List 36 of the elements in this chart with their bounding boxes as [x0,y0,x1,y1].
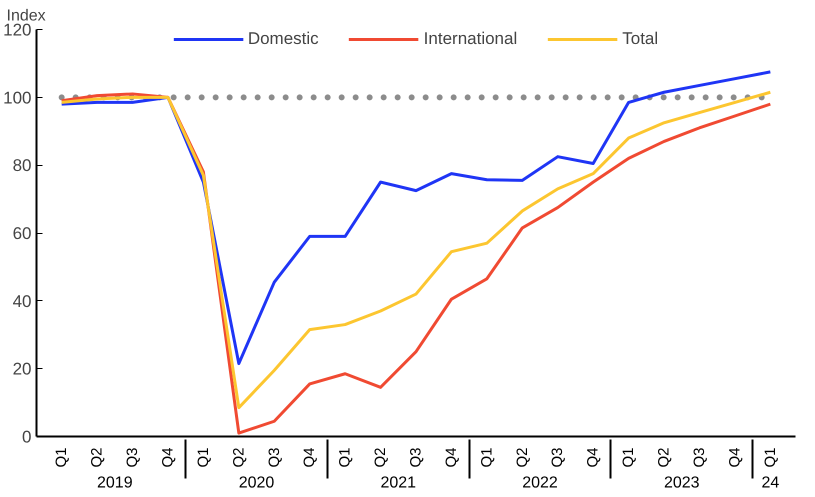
legend-label: Domestic [248,29,319,49]
x-tick-label: Q1 [194,447,212,468]
x-tick-label: Q2 [372,447,390,468]
y-tick-label: 100 [3,88,32,108]
y-tick-label: 0 [22,428,32,446]
y-tick-label: 20 [12,360,32,379]
text: 2022 [522,474,558,492]
x-tick-label: Q3 [266,447,283,468]
x-tick-label: Q1 [336,447,354,468]
x-tick-label: Q4 [726,447,744,468]
x-tick-label: Q3 [408,447,424,468]
x-tick-label: Q1 [620,447,638,468]
x-tick-label: Q4 [442,447,460,468]
x-tick-label: Q2 [656,447,673,468]
x-tick-label: Q1 [762,447,779,468]
legend-label: Total [622,29,658,49]
y-tick-label: 40 [12,292,32,311]
x-tick-label: Q4 [584,447,602,468]
x-tick-label: Q1 [53,447,70,468]
x-tick-label: Q2 [514,447,531,468]
y-tick-label: 60 [12,224,32,243]
x-tick-label: Q3 [690,447,708,468]
x-tick-label: Q1 [478,447,496,468]
y-tick-label: 80 [12,156,32,176]
text: 24 [761,474,780,492]
x-tick-label: Q4 [159,447,176,468]
x-tick-label: Q3 [549,447,566,468]
x-tick-label: Q2 [230,447,248,468]
text: 2023 [664,474,700,492]
text: 2021 [380,474,416,492]
x-tick-label: Q3 [124,447,142,468]
text: 2019 [97,474,133,492]
x-tick-label: Q2 [88,447,106,468]
text: 2020 [238,474,274,492]
x-tick-label: Q4 [301,447,318,468]
legend-label: International [424,29,518,49]
